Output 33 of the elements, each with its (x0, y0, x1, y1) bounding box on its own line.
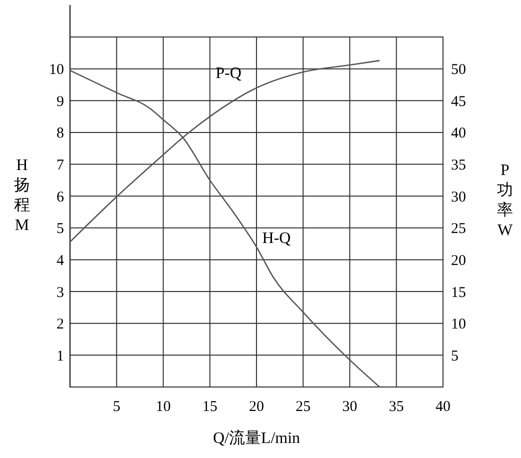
x-tick-label: 5 (112, 399, 120, 415)
x-tick-label: 40 (436, 399, 450, 415)
y2-tick-label: 5 (451, 348, 458, 364)
y-tick-label: 10 (49, 62, 64, 78)
y2-axis-title: P功率W (497, 162, 514, 239)
x-tick-label: 15 (202, 399, 218, 415)
y-tick-label: 5 (56, 221, 64, 238)
series-label: H-Q (262, 230, 292, 247)
y2-tick-label: 40 (451, 126, 466, 142)
y-tick-label: 8 (56, 126, 64, 142)
y-tick-label: 1 (56, 348, 64, 364)
y-tick-label: 3 (56, 284, 64, 301)
y-tick-label: 7 (56, 158, 64, 174)
x-tick-label: 35 (388, 399, 404, 415)
y2-tick-label: 35 (451, 158, 466, 174)
y-axis-title: H扬程M (14, 157, 30, 234)
y2-tick-label: 45 (451, 94, 466, 110)
x-tick-label: 10 (156, 399, 171, 415)
series-label: P-Q (216, 64, 242, 82)
y2-tick-label: 30 (451, 189, 466, 206)
y2-tick-label: 20 (451, 252, 466, 269)
y-tick-label: 9 (56, 94, 64, 110)
y2-tick-label: 15 (451, 284, 466, 301)
y2-tick-label: 25 (451, 221, 466, 238)
y-tick-label: 6 (56, 189, 64, 206)
y-tick-label: 4 (56, 252, 64, 269)
y-tick-label: 2 (56, 316, 64, 333)
x-tick-label: 25 (296, 399, 311, 415)
x-axis-title: Q/流量L/min (212, 429, 300, 447)
x-tick-label: 20 (249, 399, 264, 415)
y2-tick-label: 10 (451, 316, 466, 333)
y2-tick-label: 50 (451, 62, 466, 78)
x-tick-label: 30 (342, 399, 358, 415)
